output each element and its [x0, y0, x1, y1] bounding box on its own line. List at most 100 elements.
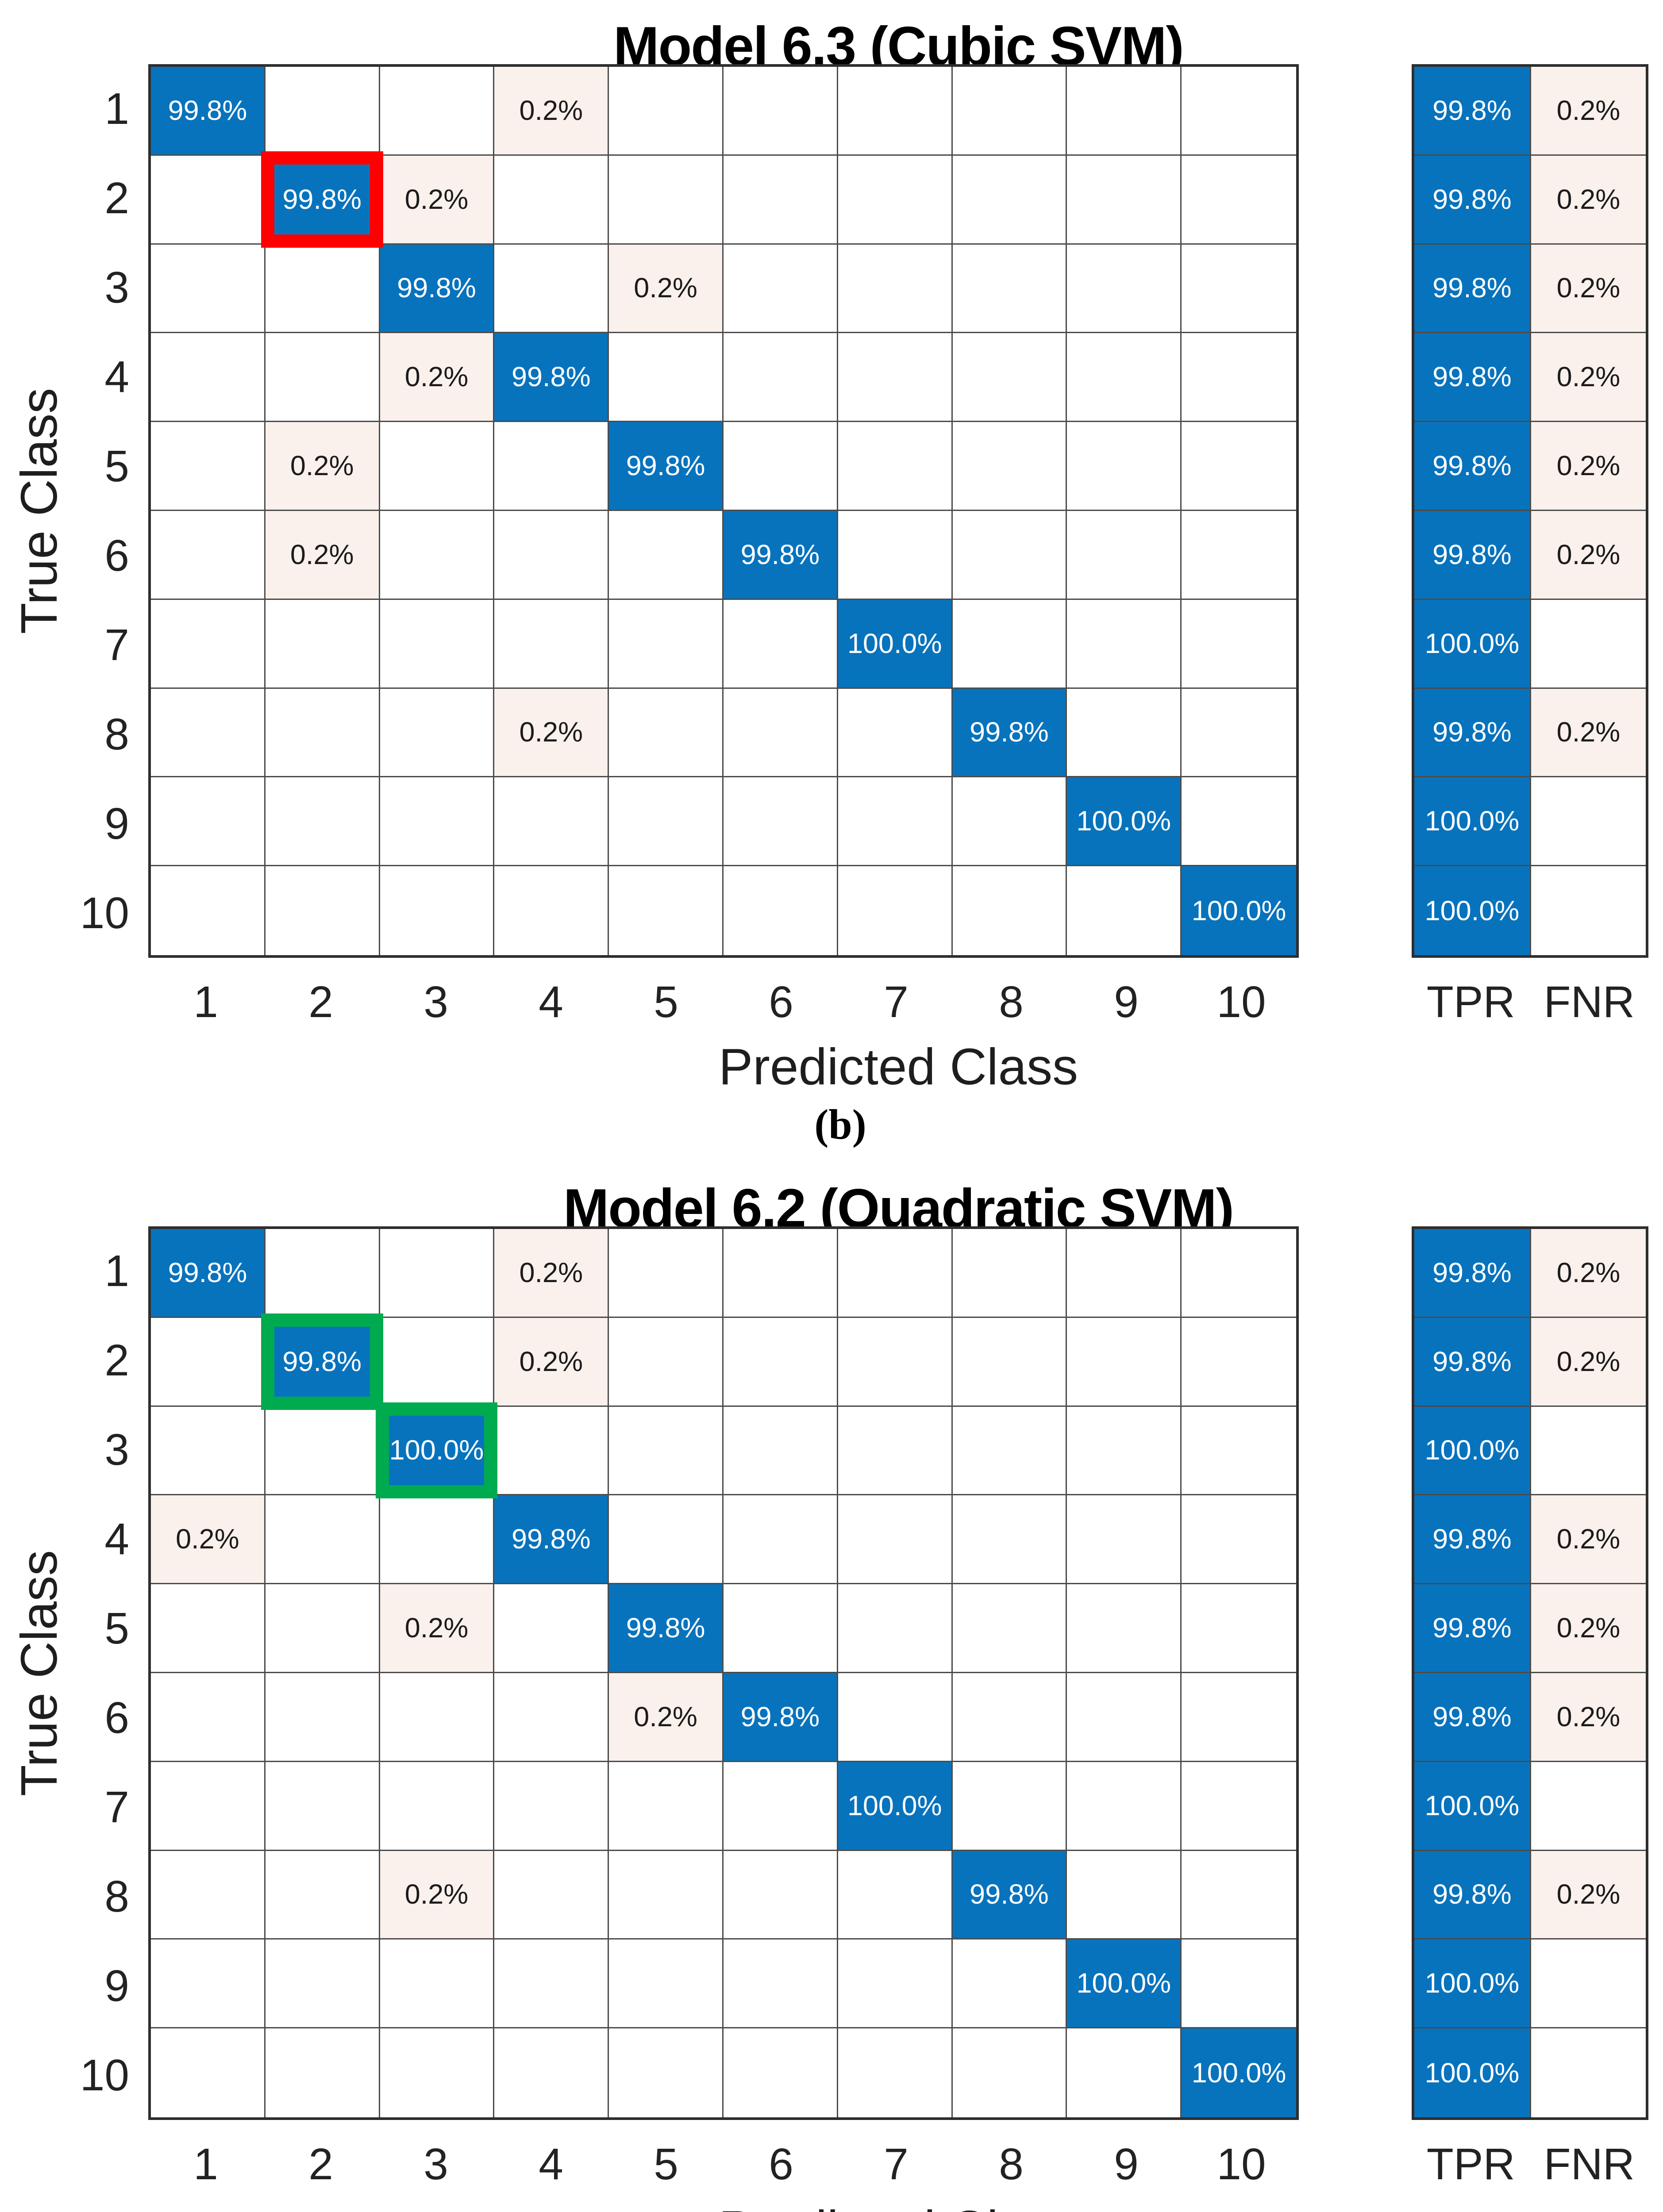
matrix-cell: [952, 1584, 1067, 1673]
matrix-cell: [266, 2028, 380, 2117]
matrix-cell: [265, 1495, 380, 1585]
matrix-cell: [1182, 1762, 1296, 1851]
matrix-cell: [952, 67, 1067, 156]
matrix-cell: [609, 155, 724, 245]
tpr-header: TPR: [1426, 2139, 1515, 2189]
tpr-cell: 99.8%: [1414, 511, 1531, 600]
matrix-cell: [1067, 1406, 1182, 1496]
fnr-cell: 0.2%: [1531, 688, 1646, 778]
highlight-frame: [261, 1313, 383, 1410]
matrix-cell: [952, 244, 1067, 334]
matrix-cell: [1067, 244, 1182, 334]
matrix-cell: [265, 67, 380, 156]
matrix-cell: [151, 1406, 266, 1496]
matrix-cell: 100.0%: [1182, 2028, 1296, 2117]
matrix-cell: [609, 1939, 724, 2029]
matrix-cell: [609, 866, 724, 955]
matrix-cell: [1182, 245, 1296, 334]
tpr-cell: 99.8%: [1414, 1851, 1531, 1940]
matrix-cell: [838, 1584, 953, 1673]
matrix-cell: [494, 1939, 609, 2029]
matrix-cell: [1182, 422, 1296, 511]
matrix-cell: [838, 866, 953, 955]
confusion-matrix-grid: 99.8% 0.2% 99.8% 0.2% 100.0% 0.2% 99.8% 0.2% 99.…: [148, 1226, 1299, 2120]
matrix-cell: [838, 333, 953, 422]
matrix-cell: 0.2%: [151, 1495, 266, 1585]
matrix-cell: [609, 1229, 724, 1318]
tpr-cell: 99.8%: [1414, 333, 1531, 422]
matrix-cell: [1067, 1673, 1182, 1762]
matrix-cell: 99.8%: [609, 422, 724, 511]
matrix-cell: [380, 1673, 495, 1762]
matrix-cell: [265, 688, 380, 778]
tpr-cell: 99.8%: [1414, 155, 1531, 245]
matrix-cell: [838, 688, 953, 778]
matrix-cell: [494, 422, 609, 511]
tpr-cell: 99.8%: [1414, 1495, 1531, 1585]
matrix-cell: [380, 1762, 495, 1851]
row-tick: 9: [104, 799, 129, 849]
matrix-cell: [723, 777, 838, 867]
fnr-cell: [1531, 866, 1646, 955]
tpr-fnr-panel: 99.8% 0.2% 99.8% 0.2% 100.0% 99.8% 0.2% 99.8% 0.…: [1412, 1226, 1648, 2120]
matrix-cell: [1067, 511, 1182, 600]
row-tick: 1: [104, 84, 129, 134]
matrix-cell: [494, 1584, 609, 1673]
matrix-cell: [952, 1317, 1067, 1407]
row-tick: 7: [104, 1782, 129, 1832]
col-tick: 1: [193, 977, 218, 1027]
fnr-header: FNR: [1544, 977, 1635, 1027]
tpr-cell: 100.0%: [1414, 777, 1531, 867]
matrix-cell: [952, 1939, 1067, 2029]
matrix-cell: 0.2%: [265, 511, 380, 600]
matrix-cell: [265, 333, 380, 422]
matrix-cell: 99.8%: [151, 67, 266, 156]
matrix-cell: [151, 1851, 266, 1940]
row-tick: 10: [80, 888, 129, 938]
matrix-cell: [723, 244, 838, 334]
matrix-cell: [380, 1229, 495, 1318]
matrix-cell: [494, 1762, 609, 1851]
matrix-cell: [380, 511, 495, 600]
confusion-matrix-grid: 99.8% 0.2% 99.8% 0.2% 99.8% 0.2% 0.2% 99.8% 0.2%…: [148, 64, 1299, 958]
row-tick: 9: [104, 1961, 129, 2011]
y-axis-ticks: 1 2 3 4 5 6 7 8 9 10: [0, 1226, 129, 2120]
fnr-cell: [1531, 1762, 1646, 1851]
matrix-cell: [151, 2028, 266, 2117]
matrix-cell: [952, 155, 1067, 245]
matrix-cell: [380, 2028, 495, 2117]
matrix-cell: [609, 1495, 724, 1585]
matrix-cell: [952, 1495, 1067, 1585]
matrix-cell: [838, 1495, 953, 1585]
matrix-cell: [952, 333, 1067, 422]
matrix-cell: [151, 688, 266, 778]
matrix-cell: [609, 1406, 724, 1496]
matrix-cell: [838, 777, 953, 867]
matrix-cell: [723, 67, 838, 156]
x-axis-label: Predicted Class: [718, 1038, 1078, 1095]
matrix-cell: [151, 1939, 266, 2029]
tpr-header: TPR: [1426, 977, 1515, 1027]
matrix-cell: [952, 422, 1067, 511]
row-tick: 4: [104, 1514, 129, 1564]
matrix-cell: [1182, 67, 1296, 156]
matrix-cell: 99.8%: [609, 1584, 724, 1673]
fnr-cell: 0.2%: [1531, 155, 1646, 245]
matrix-cell: [609, 777, 724, 867]
tpr-cell: 99.8%: [1414, 1229, 1531, 1318]
matrix-cell: [494, 1406, 609, 1496]
matrix-cell: [494, 155, 609, 245]
matrix-cell: [494, 866, 609, 955]
matrix-cell: [952, 1229, 1067, 1318]
matrix-cell: [838, 1851, 953, 1940]
matrix-cell: [380, 422, 495, 511]
matrix-cell: [723, 1584, 838, 1673]
matrix-cell: [1182, 777, 1296, 867]
tpr-cell: 99.8%: [1414, 244, 1531, 334]
matrix-cell: [953, 866, 1067, 955]
matrix-cell: [151, 1762, 266, 1851]
matrix-cell: 100.0%: [1067, 777, 1182, 867]
matrix-cell: 99.8%: [151, 1229, 266, 1318]
y-axis-ticks: 1 2 3 4 5 6 7 8 9 10: [0, 64, 129, 958]
